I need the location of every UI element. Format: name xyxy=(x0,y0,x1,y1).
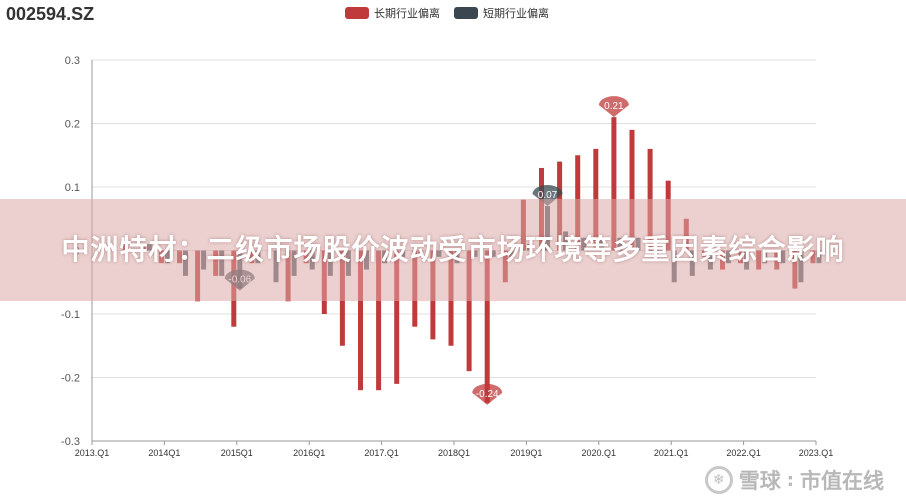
marker-pin xyxy=(472,383,503,405)
snowball-icon: ❄ xyxy=(704,466,733,494)
stock-ticker: 002594.SZ xyxy=(6,4,95,24)
watermark-separator: : xyxy=(786,469,794,491)
marker-label: 0.21 xyxy=(604,101,624,112)
bar-long xyxy=(358,250,363,391)
x-tick-label: 2018Q1 xyxy=(438,448,470,458)
bar-long xyxy=(484,250,490,403)
watermark-brand: 雪球 xyxy=(738,469,781,493)
legend-swatch-long xyxy=(345,7,369,19)
y-tick-label: 0.3 xyxy=(65,55,80,67)
x-tick-label: 2017.Q1 xyxy=(364,448,399,458)
legend-item-short[interactable]: 短期行业偏离 xyxy=(454,5,549,21)
y-tick-label: 0.1 xyxy=(65,182,80,194)
legend-item-long[interactable]: 长期行业偏离 xyxy=(345,5,440,21)
legend-label-short: 短期行业偏离 xyxy=(483,8,549,20)
marker-pin xyxy=(532,185,563,207)
marker-label: 0.07 xyxy=(538,190,558,201)
y-tick-label: -0.2 xyxy=(61,373,80,385)
legend-swatch-short xyxy=(454,7,478,19)
x-tick-label: 2014Q1 xyxy=(148,448,180,458)
headline-text: 中洲特材：二级市场股价波动受市场环境等多重因素综合影响 xyxy=(61,233,845,266)
x-tick-label: 2019Q1 xyxy=(510,448,542,458)
chart-legend: 长期行业偏离 短期行业偏离 xyxy=(345,5,549,21)
bar-long xyxy=(376,250,382,391)
legend-label-long: 长期行业偏离 xyxy=(374,8,440,20)
marker-pin xyxy=(598,96,629,118)
value-marker: 0.07 xyxy=(532,185,563,207)
headline-banner: 中洲特材：二级市场股价波动受市场环境等多重因素综合影响 xyxy=(0,199,906,301)
x-tick-label: 2013.Q1 xyxy=(75,448,110,458)
bar-long xyxy=(611,117,617,251)
bar-long xyxy=(629,129,635,251)
x-tick-label: 2020.Q1 xyxy=(582,448,617,458)
y-tick-label: -0.3 xyxy=(61,436,80,448)
x-tick-label: 2016Q1 xyxy=(293,448,325,458)
x-tick-label: 2022.Q1 xyxy=(726,448,761,458)
watermark-slogan: 市值在线 xyxy=(800,469,884,493)
y-tick-label: 0.2 xyxy=(65,119,80,131)
watermark: ❄ 雪球 : 市值在线 xyxy=(704,465,884,495)
x-tick-label: 2021.Q1 xyxy=(654,448,689,458)
x-tick-label: 2023.Q1 xyxy=(799,448,834,458)
marker-label: -0.24 xyxy=(476,389,499,400)
bar-long xyxy=(394,250,400,384)
x-tick-label: 2015Q1 xyxy=(221,448,253,458)
y-tick-label: -0.1 xyxy=(61,309,80,321)
value-marker: 0.21 xyxy=(598,96,629,118)
bar-long xyxy=(466,250,472,372)
value-marker: -0.24 xyxy=(472,383,503,405)
